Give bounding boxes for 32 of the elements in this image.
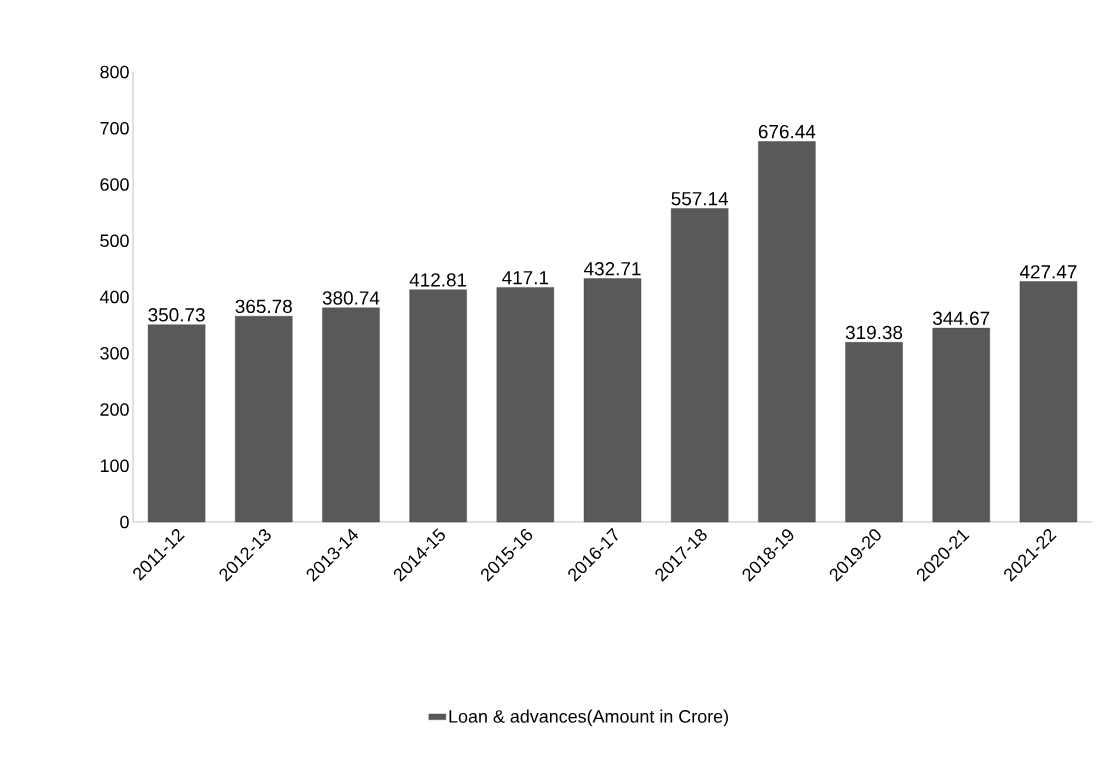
bar <box>235 316 293 523</box>
data-label: 432.71 <box>584 262 641 276</box>
data-label: 365.78 <box>235 299 292 314</box>
data-label: 412.81 <box>409 273 467 287</box>
y-tick-label: 700 <box>100 121 129 135</box>
y-tick-label: 500 <box>100 234 129 248</box>
bar <box>496 287 555 523</box>
bar <box>583 278 642 523</box>
legend-label: Loan & advances(Amount in Crore) <box>449 709 728 727</box>
data-label: 380.74 <box>322 291 380 305</box>
bar <box>322 307 380 523</box>
y-tick-label: 300 <box>100 346 129 360</box>
data-label: 417.1 <box>502 271 549 285</box>
bar <box>758 141 816 523</box>
bar <box>670 208 729 523</box>
bar <box>409 289 467 523</box>
y-tick-label: 100 <box>100 459 129 473</box>
bar <box>845 342 903 523</box>
data-label: 344.67 <box>933 311 990 325</box>
data-label: 557.14 <box>671 192 729 206</box>
data-label: 676.44 <box>758 124 816 139</box>
data-label: 427.47 <box>1019 265 1077 279</box>
data-label: 319.38 <box>845 325 903 340</box>
y-tick-label: 0 <box>120 515 129 529</box>
data-label: 350.73 <box>148 308 205 322</box>
bar <box>147 324 206 523</box>
bar <box>1019 281 1078 523</box>
y-tick-label: 400 <box>99 290 129 304</box>
bar <box>932 327 990 523</box>
y-tick-label: 600 <box>100 178 129 191</box>
y-tick-label: 800 <box>100 65 129 79</box>
y-tick-label: 200 <box>100 403 129 416</box>
